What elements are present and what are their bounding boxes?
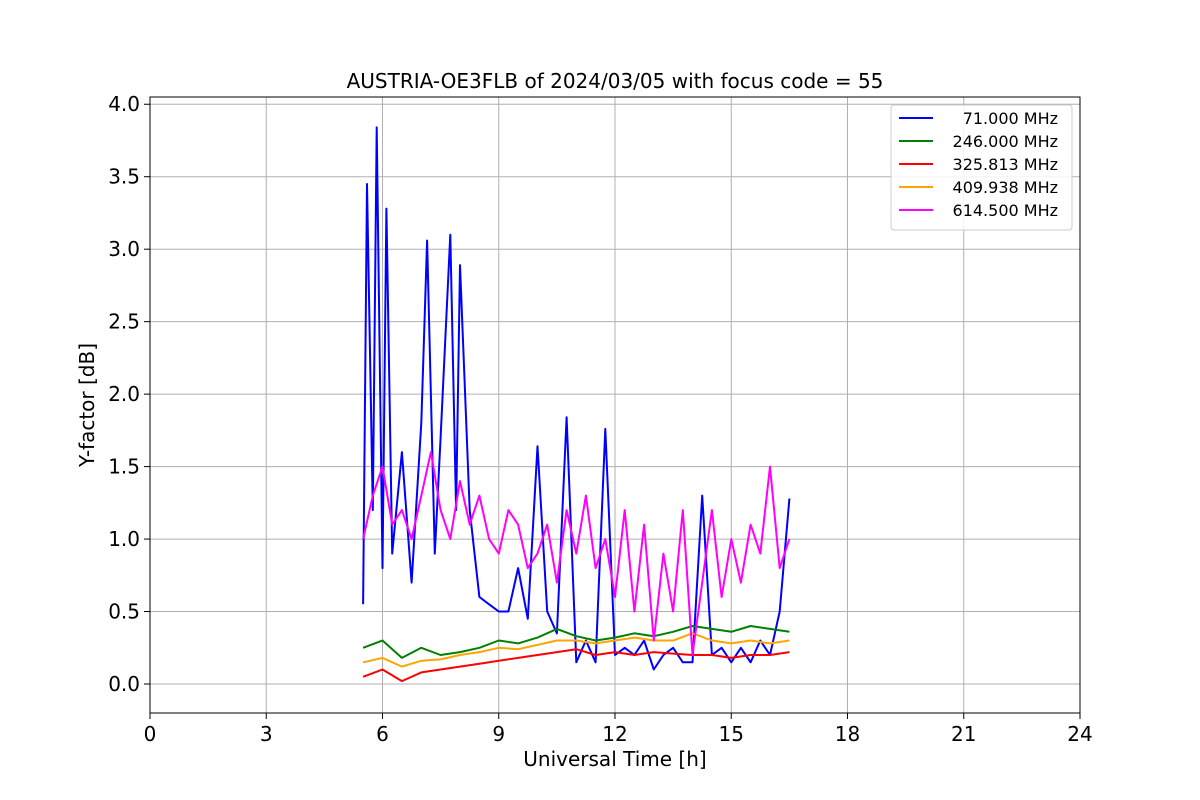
legend-box (890, 104, 1073, 231)
series-line-0 (362, 126, 791, 671)
series-line-1 (362, 625, 790, 659)
y-tick-label: 3.5 (108, 165, 140, 189)
series-line-2 (362, 648, 790, 683)
x-axis-label: Universal Time [h] (523, 747, 706, 771)
x-tick-label: 9 (492, 722, 505, 746)
x-tick-label: 21 (951, 722, 976, 746)
x-tick-label: 18 (835, 722, 860, 746)
legend-label: 246.000 MHz (953, 132, 1058, 151)
chart-title: AUSTRIA-OE3FLB of 2024/03/05 with focus … (347, 69, 884, 93)
legend-label: 409.938 MHz (953, 178, 1058, 197)
x-tick-label: 0 (144, 722, 157, 746)
x-tick-label: 24 (1067, 722, 1092, 746)
y-tick-label: 0.5 (108, 600, 140, 624)
y-tick-label: 1.5 (108, 455, 140, 479)
legend-label: 325.813 MHz (953, 155, 1058, 174)
series-layer (362, 126, 791, 683)
series-line-3 (362, 632, 790, 668)
x-tick-label: 15 (719, 722, 744, 746)
y-tick-label: 1.0 (108, 527, 140, 551)
x-tick-label: 12 (602, 722, 627, 746)
y-axis-label: Y-factor [dB] (75, 343, 99, 468)
x-tick-label: 3 (260, 722, 273, 746)
y-tick-label: 2.0 (108, 382, 140, 406)
y-tick-label: 3.0 (108, 237, 140, 261)
y-tick-label: 2.5 (108, 310, 140, 334)
legend-label: 614.500 MHz (953, 201, 1058, 220)
y-tick-label: 4.0 (108, 92, 140, 116)
grid (149, 97, 1081, 713)
legend-label: 71.000 MHz (963, 109, 1058, 128)
y-tick-label: 0.0 (108, 672, 140, 696)
x-tick-label: 6 (376, 722, 389, 746)
series-line-4 (362, 451, 791, 656)
legend: 71.000 MHz 246.000 MHz 325.813 MHz 409.938 … (890, 104, 1073, 231)
ticks: 0 3 6 9 12 15 18 21 24 0.0 0.5 1.0 1.5 2.0 2.5 3.0 3.5 4.… (108, 92, 1093, 746)
